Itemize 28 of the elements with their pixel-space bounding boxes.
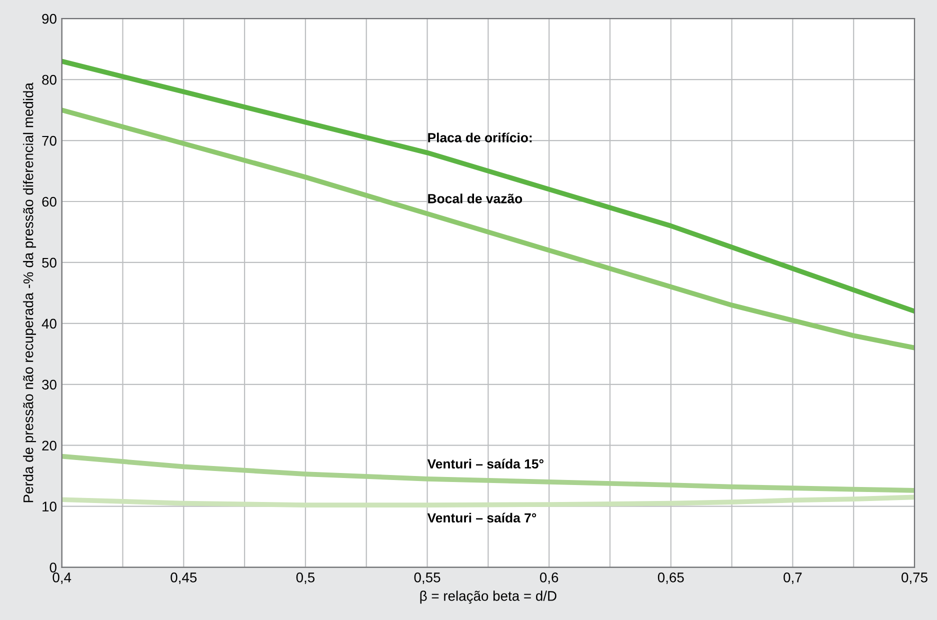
series-label: Placa de orifício: xyxy=(428,132,532,142)
x-tick-label: 0,55 xyxy=(414,572,440,584)
series-label: Bocal de vazão xyxy=(428,194,522,204)
line-series xyxy=(62,58,915,314)
x-axis-title: β = relação beta = d/D xyxy=(420,590,556,604)
y-tick-label: 50 xyxy=(42,258,56,268)
y-tick-label: 70 xyxy=(42,136,56,146)
y-tick-label: 60 xyxy=(42,196,56,207)
y-axis-title: Perda de pressão não recuperada -% da pressão diferencial medida xyxy=(23,82,36,502)
line-series xyxy=(62,454,915,493)
y-tick-label: 20 xyxy=(42,440,56,451)
x-tick-label: 0,7 xyxy=(784,572,802,584)
y-tick-label: 40 xyxy=(42,318,56,329)
y-tick-label: 0 xyxy=(50,562,56,572)
series-label: Venturi – saída 7° xyxy=(427,512,536,523)
x-tick-label: 0,45 xyxy=(170,572,197,584)
line-series xyxy=(62,494,915,508)
x-tick-label: 0,75 xyxy=(902,572,928,584)
y-tick-label: 90 xyxy=(42,14,56,24)
x-tick-label: 0,6 xyxy=(540,572,558,584)
y-tick-label: 30 xyxy=(42,380,56,390)
line-series xyxy=(62,108,915,350)
x-tick-label: 0,4 xyxy=(52,572,72,584)
series-label: Venturi – saída 15° xyxy=(427,458,544,469)
y-tick-label: 10 xyxy=(42,502,56,512)
x-tick-label: 0,65 xyxy=(658,572,684,584)
y-tick-label: 80 xyxy=(42,74,56,85)
x-tick-label: 0,5 xyxy=(296,572,315,584)
